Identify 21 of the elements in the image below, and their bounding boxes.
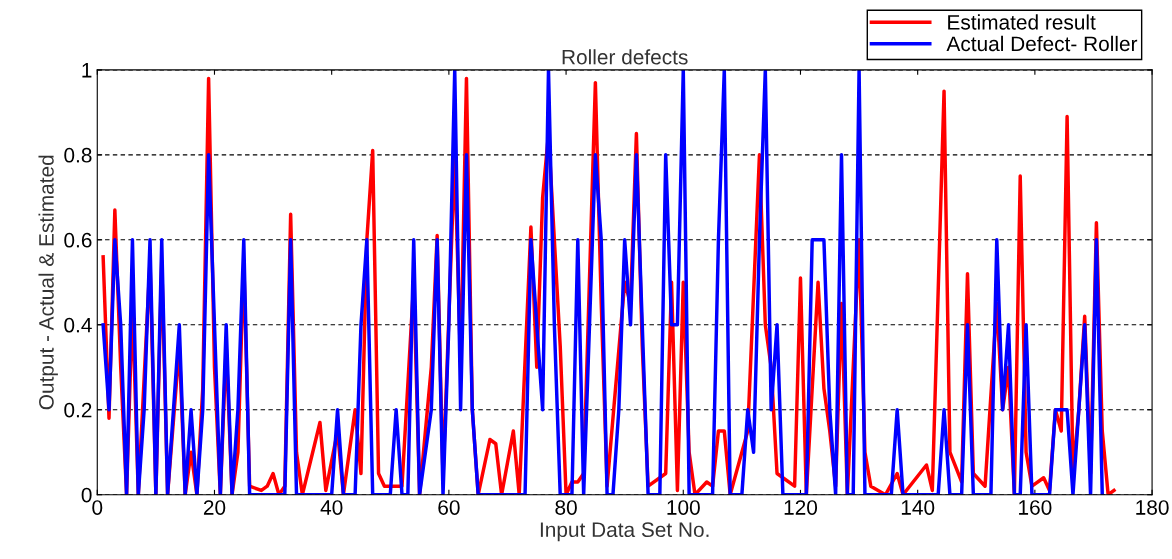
y-tick-label: 0.8 — [64, 147, 92, 163]
x-tick-label: 80 — [555, 500, 577, 515]
y-axis-title: Output - Actual & Estimated — [38, 155, 58, 410]
x-tick-label: 20 — [203, 500, 226, 515]
x-axis-title: Input Data Set No. — [540, 522, 709, 542]
x-tick-label: 60 — [438, 500, 460, 515]
x-tick-label: 140 — [901, 500, 935, 515]
x-tick-label: 40 — [320, 500, 343, 515]
y-tick-label: 0.6 — [64, 232, 92, 248]
legend-label: Estimated result — [948, 14, 1096, 30]
y-tick-label: 0.2 — [64, 402, 92, 418]
y-tick-label: 0 — [81, 487, 92, 503]
legend-label: Actual Defect- Roller — [946, 35, 1138, 52]
y-tick-label: 0.4 — [64, 317, 92, 333]
x-tick-label: 120 — [784, 500, 818, 515]
x-tick-label: 0 — [92, 500, 103, 515]
x-tick-label: 180 — [1136, 500, 1169, 515]
chart-title: Roller defects — [562, 49, 688, 65]
x-tick-label: 160 — [1019, 500, 1052, 515]
x-tick-label: 100 — [667, 500, 700, 515]
y-tick-label: 1 — [82, 63, 92, 78]
